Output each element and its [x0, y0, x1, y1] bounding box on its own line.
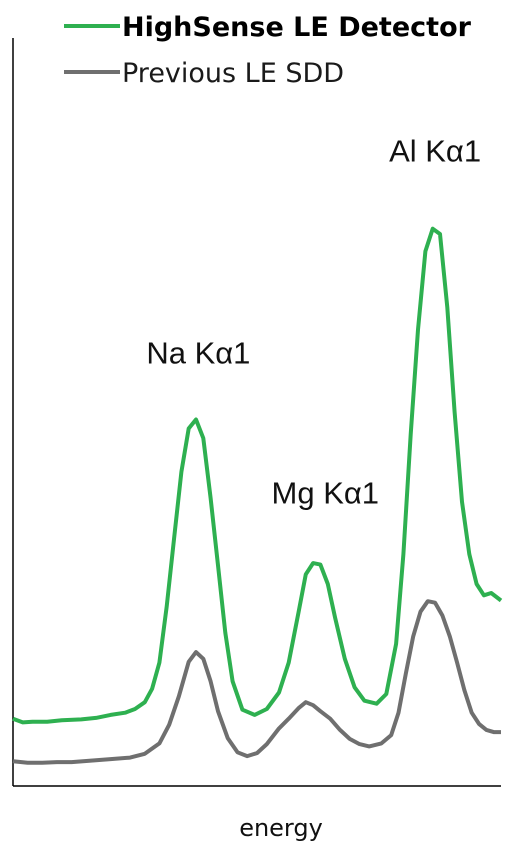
annotation-al: Al Kα1: [389, 133, 481, 168]
series-line-highsense: [12, 226, 503, 725]
legend-label-previous: Previous LE SDD: [122, 58, 344, 89]
annotation-mg: Mg Kα1: [272, 475, 380, 510]
legend-label-highsense: HighSense LE Detector: [122, 12, 472, 43]
series-line-previous: [12, 599, 501, 765]
legend: HighSense LE Detector Previous LE SDD: [64, 12, 472, 89]
annotation-na: Na Kα1: [146, 335, 250, 370]
x-axis-label: energy: [239, 814, 323, 842]
